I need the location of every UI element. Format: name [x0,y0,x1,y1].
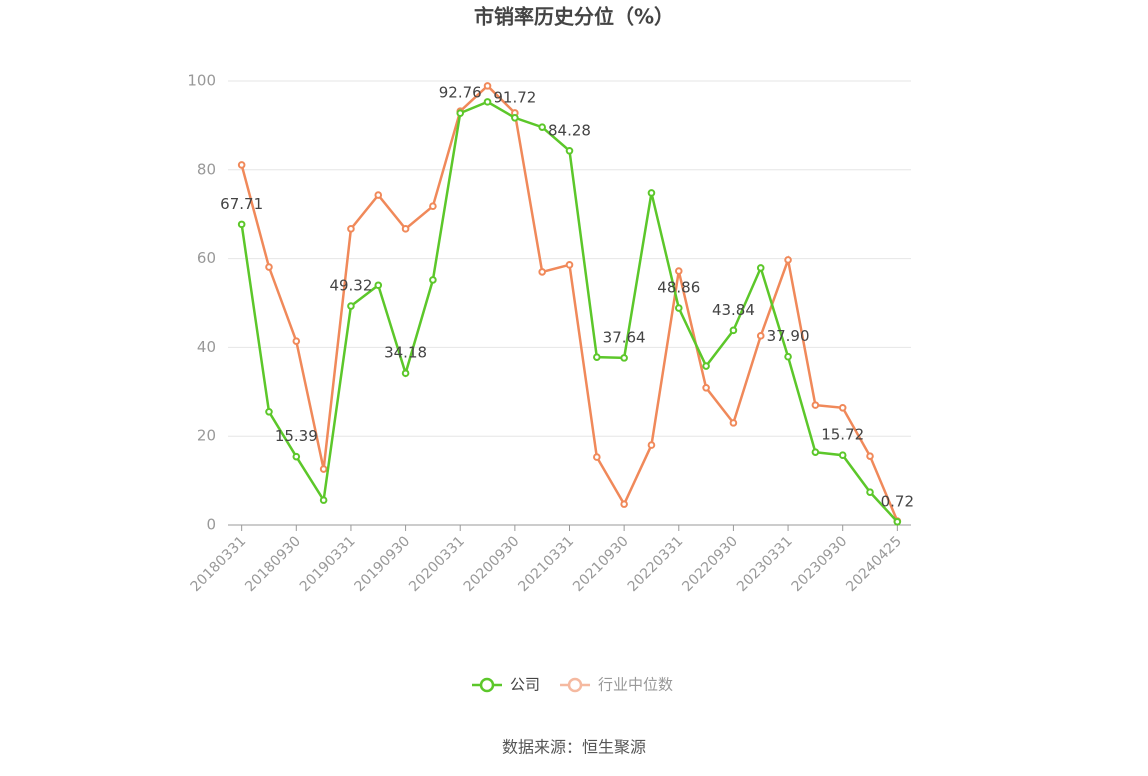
legend-label: 行业中位数 [598,676,673,694]
data-label: 37.64 [603,328,646,346]
data-label: 15.72 [821,426,864,444]
data-point [674,304,683,312]
x-tick-label: 20200331 [406,533,468,595]
data-point [729,326,738,335]
x-tick-label: 20220331 [625,533,687,595]
data-point [811,448,820,456]
y-tick-label: 0 [206,516,216,534]
y-tick-label: 60 [197,249,216,267]
chart-title: 市销率历史分位（%） [474,5,674,29]
x-tick-label: 20180331 [188,533,250,595]
data-point [565,261,574,269]
data-label: 48.86 [657,279,700,297]
x-tick-label: 20210930 [570,533,632,595]
data-point [647,189,656,197]
data-point [265,407,273,416]
legend-label: 公司 [510,676,540,694]
data-point [784,256,792,264]
data-point [319,496,328,504]
data-label: 43.84 [712,301,755,319]
data-point [292,452,301,461]
data-point [347,302,355,310]
data-point [374,281,383,290]
legend-marker [479,677,495,693]
data-point [456,109,465,117]
data-label: 49.32 [329,277,372,295]
data-label: 91.72 [493,88,536,106]
data-point [620,354,628,362]
data-point [319,465,328,473]
data-label: 92.76 [439,84,482,102]
data-point [593,453,601,461]
data-point [483,98,492,106]
data-point [866,452,874,460]
x-tick-label: 20210331 [515,533,577,595]
data-point [538,123,546,131]
y-tick-label: 80 [197,160,216,178]
x-tick-label: 20220930 [679,533,741,595]
data-point [729,419,738,427]
data-point [756,264,765,272]
y-tick-label: 40 [197,338,216,356]
data-point [866,488,874,496]
data-point [647,441,656,449]
data-point [483,82,492,90]
data-point [237,161,246,169]
data-point [838,403,847,412]
data-point [538,268,546,276]
data-point [347,225,355,233]
data-label: 67.71 [220,195,263,213]
y-tick-label: 100 [187,72,216,90]
data-point [702,384,710,392]
data-point [429,202,437,211]
data-label: 34.18 [384,344,427,362]
x-tick-label: 20180930 [242,533,304,595]
data-point [702,362,710,370]
source: 数据来源：恒生聚源 [502,738,646,757]
data-point [620,500,628,508]
data-point [237,220,246,229]
data-point [674,267,683,275]
data-point [565,146,574,155]
data-point [401,225,410,233]
x-tick-label: 20240425 [843,533,905,595]
data-point [811,401,820,409]
data-point [429,276,437,284]
data-point [374,191,383,199]
x-tick-label: 20190930 [352,533,414,595]
data-point [265,263,273,271]
data-point [401,369,410,378]
data-point [784,352,792,361]
data-point [838,451,847,460]
data-label: 15.39 [275,427,318,445]
x-tick-label: 20200930 [461,533,523,595]
data-point [292,337,301,345]
y-tick-label: 20 [197,427,216,445]
x-tick-label: 20190331 [297,533,359,595]
data-label: 84.28 [548,121,591,139]
data-point [511,113,519,122]
data-label: 0.72 [881,492,914,510]
legend-marker [567,677,583,693]
data-point [893,518,902,526]
x-tick-label: 20230930 [789,533,851,595]
data-label: 37.90 [767,327,810,345]
data-point [756,332,765,340]
x-tick-label: 20230331 [734,533,796,595]
data-point [593,353,601,361]
